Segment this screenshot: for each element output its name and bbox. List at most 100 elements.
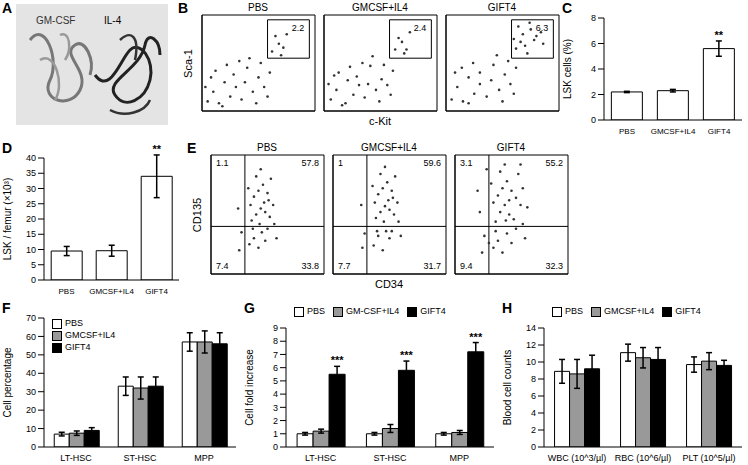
svg-text:MPP: MPP	[450, 453, 470, 463]
svg-text:***: ***	[469, 331, 483, 343]
svg-text:6: 6	[273, 363, 278, 373]
svg-text:ST-HSC: ST-HSC	[373, 453, 407, 463]
svg-text:MPP: MPP	[194, 453, 214, 463]
svg-text:0: 0	[591, 115, 596, 125]
svg-text:60: 60	[26, 332, 36, 342]
svg-text:10: 10	[26, 424, 36, 434]
svg-text:32.3: 32.3	[545, 261, 563, 271]
svg-text:GMCSF+IL4: GMCSF+IL4	[89, 287, 134, 296]
svg-text:0: 0	[531, 442, 536, 452]
svg-text:40: 40	[26, 368, 36, 378]
svg-text:2.4: 2.4	[414, 23, 427, 33]
html-text:CD34: CD34	[374, 278, 404, 290]
svg-text:**: **	[152, 143, 161, 155]
svg-text:0: 0	[31, 275, 36, 285]
svg-text:6.3: 6.3	[536, 23, 549, 33]
svg-text:0: 0	[31, 442, 36, 452]
svg-text:IL-4: IL-4	[104, 15, 122, 26]
svg-text:25: 25	[26, 199, 36, 209]
svg-text:***: ***	[331, 354, 345, 366]
svg-text:6: 6	[591, 39, 596, 49]
html-text:H: H	[502, 300, 513, 316]
html-text:B: B	[178, 0, 189, 16]
svg-text:CD135: CD135	[191, 198, 203, 232]
svg-text:8: 8	[531, 374, 536, 384]
html-text:E: E	[187, 140, 197, 156]
svg-text:4: 4	[531, 408, 536, 418]
svg-text:33.8: 33.8	[301, 261, 319, 271]
svg-text:8: 8	[273, 336, 278, 346]
svg-text:8: 8	[591, 13, 596, 23]
svg-text:7: 7	[273, 350, 278, 360]
svg-text:3: 3	[273, 403, 278, 413]
svg-text:10: 10	[26, 245, 36, 255]
html-text:GIFT4: GIFT4	[496, 142, 526, 153]
svg-text:RBC (10^6/µl): RBC (10^6/µl)	[615, 453, 671, 463]
svg-text:1: 1	[338, 158, 343, 168]
svg-text:***: ***	[400, 349, 414, 361]
svg-text:2: 2	[273, 416, 278, 426]
html-text:GMCSF+IL4: GMCSF+IL4	[361, 142, 417, 153]
html-text:D: D	[2, 140, 13, 156]
svg-text:9: 9	[273, 323, 278, 333]
svg-text:7.7: 7.7	[338, 261, 351, 271]
svg-text:Cell fold increase: Cell fold increase	[244, 349, 255, 426]
svg-text:30: 30	[26, 184, 36, 194]
svg-text:GIFT4: GIFT4	[145, 287, 168, 296]
svg-text:PLT (10^5/µl): PLT (10^5/µl)	[682, 453, 735, 463]
svg-text:5: 5	[273, 376, 278, 386]
svg-text:14: 14	[526, 323, 536, 333]
svg-text:50: 50	[26, 350, 36, 360]
svg-text:20: 20	[26, 214, 36, 224]
html-text:PBS: PBS	[65, 318, 83, 328]
svg-text:15: 15	[26, 229, 36, 239]
svg-text:LT-HSC: LT-HSC	[60, 453, 92, 463]
svg-text:LT-HSC: LT-HSC	[305, 453, 337, 463]
svg-text:Sca-1: Sca-1	[182, 49, 194, 78]
html-text:A: A	[2, 0, 13, 16]
svg-text:PBS: PBS	[58, 287, 74, 296]
svg-text:59.6: 59.6	[423, 158, 441, 168]
svg-text:1.1: 1.1	[216, 158, 229, 168]
svg-text:4: 4	[273, 389, 278, 399]
svg-text:12: 12	[526, 340, 536, 350]
svg-text:2: 2	[531, 425, 536, 435]
html-text:GIFT4: GIFT4	[487, 2, 517, 13]
svg-text:7.4: 7.4	[216, 261, 229, 271]
svg-text:31.7: 31.7	[423, 261, 441, 271]
svg-text:35: 35	[26, 168, 36, 178]
html-text:GMCSF+IL4: GMCSF+IL4	[352, 2, 408, 13]
html-text:G: G	[244, 300, 255, 316]
svg-text:30: 30	[26, 387, 36, 397]
svg-text:Cell percentage: Cell percentage	[2, 347, 13, 417]
svg-text:4: 4	[591, 64, 596, 74]
svg-text:3.1: 3.1	[460, 158, 473, 168]
svg-text:6: 6	[531, 391, 536, 401]
svg-text:55.2: 55.2	[545, 158, 563, 168]
svg-text:WBC (10^3/µl): WBC (10^3/µl)	[548, 453, 606, 463]
html-text:c-Kit: c-Kit	[369, 115, 391, 127]
svg-text:**: **	[715, 29, 724, 41]
svg-text:GM-CSF: GM-CSF	[36, 15, 75, 26]
svg-text:0: 0	[273, 442, 278, 452]
svg-text:2: 2	[591, 90, 596, 100]
svg-text:Blood cell counts: Blood cell counts	[502, 350, 513, 426]
svg-text:PBS: PBS	[619, 127, 635, 136]
svg-text:LSK cells (%): LSK cells (%)	[562, 39, 573, 99]
html-text:PBS: PBS	[257, 142, 277, 153]
html-text:C: C	[562, 0, 573, 16]
svg-text:GIFT4: GIFT4	[708, 127, 731, 136]
svg-text:20: 20	[26, 405, 36, 415]
svg-text:10: 10	[526, 357, 536, 367]
svg-text:1: 1	[273, 429, 278, 439]
svg-text:LSK / femur (×10³): LSK / femur (×10³)	[2, 178, 13, 261]
svg-text:ST-HSC: ST-HSC	[123, 453, 157, 463]
html-text:PBS: PBS	[248, 2, 268, 13]
svg-text:GMCSF+IL4: GMCSF+IL4	[651, 127, 696, 136]
svg-text:9.4: 9.4	[460, 261, 473, 271]
svg-text:57.8: 57.8	[301, 158, 319, 168]
svg-text:70: 70	[26, 313, 36, 323]
svg-text:40: 40	[26, 153, 36, 163]
svg-text:5: 5	[31, 260, 36, 270]
svg-text:2.2: 2.2	[292, 23, 305, 33]
